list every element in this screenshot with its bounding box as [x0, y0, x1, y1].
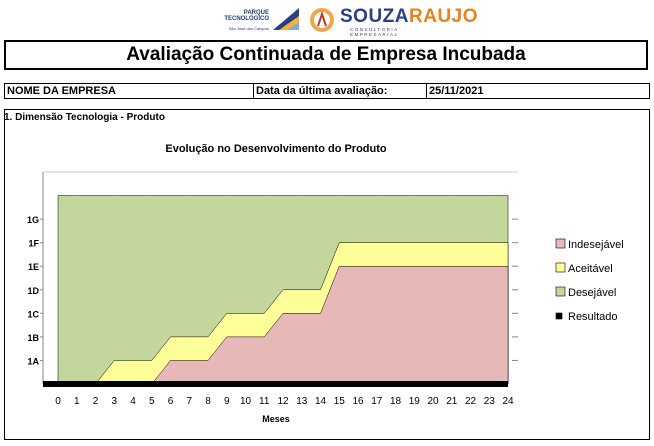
- x-tick-label: 7: [186, 396, 192, 407]
- x-tick-label: 11: [259, 396, 270, 407]
- souza-brand-a: SOUZA: [340, 6, 409, 27]
- y-tick-label: 1C: [27, 309, 39, 319]
- chart-container: Evolução no Desenvolvimento do Produto 1A…: [6, 126, 648, 436]
- legend-swatch: [555, 238, 566, 249]
- legend-label: Resultado: [568, 311, 618, 323]
- parque-logo-line-2: TECNOLÓGICO: [224, 16, 269, 22]
- x-tick-label: 17: [371, 396, 383, 407]
- legend-swatch: [555, 312, 563, 320]
- legend-swatch: [555, 286, 566, 297]
- x-tick-label: 22: [465, 396, 477, 407]
- evolution-chart: Evolução no Desenvolvimento do Produto1A…: [27, 143, 624, 424]
- x-tick-label: 21: [446, 396, 458, 407]
- x-tick-label: 5: [149, 396, 155, 407]
- legend-label: Indesejável: [568, 239, 624, 251]
- x-tick-label: 12: [277, 396, 289, 407]
- legend-label: Aceitável: [568, 263, 613, 275]
- chart-title: Evolução no Desenvolvimento do Produto: [165, 143, 387, 155]
- company-info-row: NOME DA EMPRESA Data da última avaliação…: [4, 83, 650, 99]
- souza-brand-name: SOUZARAUJO: [340, 6, 478, 28]
- x-tick-label: 24: [502, 396, 514, 407]
- souza-araujo-logo: SOUZARAUJO CONSULTORIA EMPRESARIAL: [308, 6, 478, 37]
- y-tick-label: 1D: [27, 286, 39, 296]
- x-tick-label: 2: [93, 396, 99, 407]
- x-tick-label: 20: [427, 396, 439, 407]
- last-evaluation-date: 25/11/2021: [426, 83, 650, 99]
- souza-logo-mark-icon: [310, 8, 334, 32]
- souza-brand-subtitle: CONSULTORIA EMPRESARIAL: [350, 27, 399, 37]
- x-tick-label: 19: [409, 396, 421, 407]
- x-tick-label: 8: [205, 396, 211, 407]
- x-tick-label: 15: [334, 396, 346, 407]
- x-tick-label: 14: [315, 396, 327, 407]
- section-title: 1. Dimensão Tecnologia - Produto: [4, 112, 165, 123]
- x-tick-label: 16: [352, 396, 364, 407]
- parque-tecnologico-logo: PARQUE TECNOLÓGICO São José dos Campos: [213, 4, 301, 32]
- x-tick-label: 23: [484, 396, 496, 407]
- x-tick-label: 10: [240, 396, 252, 407]
- company-name-label: NOME DA EMPRESA: [4, 83, 254, 99]
- x-axis-label: Meses: [262, 414, 290, 424]
- x-tick-label: 4: [130, 396, 136, 407]
- parque-logo-text: PARQUE TECNOLÓGICO: [213, 10, 269, 22]
- legend-label: Desejável: [568, 287, 616, 299]
- x-tick-label: 1: [74, 396, 80, 407]
- souza-brand-b: RAUJO: [409, 6, 479, 27]
- y-tick-label: 1F: [28, 239, 39, 249]
- legend-swatch: [555, 262, 566, 273]
- header-logos: PARQUE TECNOLÓGICO São José dos Campos S…: [0, 0, 654, 37]
- parque-logo-line-1: PARQUE: [243, 10, 269, 16]
- y-tick-label: 1E: [28, 262, 39, 272]
- section-box: [4, 109, 650, 440]
- x-tick-label: 3: [111, 396, 117, 407]
- x-tick-label: 18: [390, 396, 402, 407]
- last-evaluation-label: Data da última avaliação:: [253, 83, 427, 99]
- x-tick-label: 13: [296, 396, 308, 407]
- x-tick-label: 0: [55, 396, 61, 407]
- y-tick-label: 1B: [27, 333, 39, 343]
- x-tick-label: 6: [168, 396, 174, 407]
- x-tick-label: 9: [224, 396, 230, 407]
- y-tick-label: 1A: [27, 356, 39, 366]
- parque-logo-subtitle: São José dos Campos: [228, 26, 269, 31]
- page-title: Avaliação Continuada de Empresa Incubada: [4, 40, 648, 70]
- parque-logo-mark-icon: [273, 8, 299, 30]
- y-tick-label: 1G: [27, 215, 39, 225]
